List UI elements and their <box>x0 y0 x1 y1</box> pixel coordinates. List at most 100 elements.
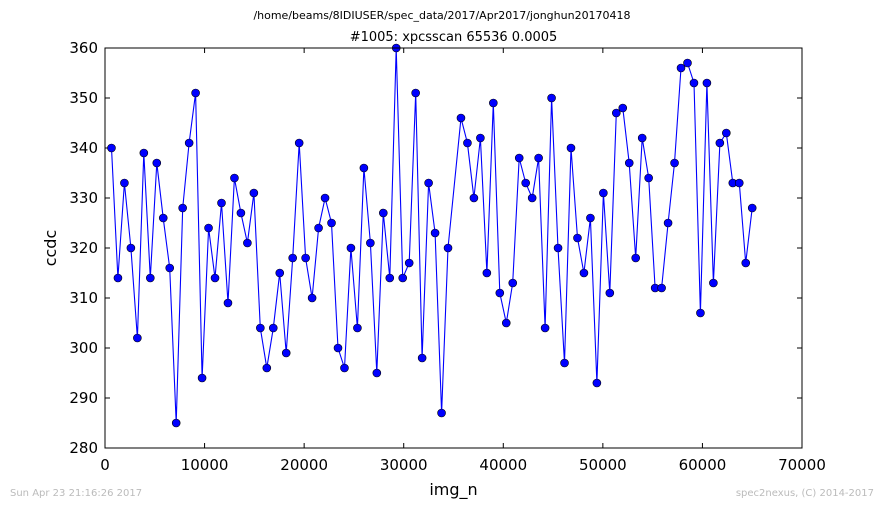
data-point <box>501 318 511 328</box>
x-tick-label: 0 <box>100 456 110 474</box>
data-point <box>197 373 207 383</box>
data-point <box>463 138 472 148</box>
data-point <box>618 103 628 113</box>
data-point <box>217 198 226 208</box>
data-point <box>204 223 213 233</box>
data-point <box>294 138 304 148</box>
data-point <box>398 273 408 283</box>
data-point <box>165 263 175 273</box>
data-point <box>268 323 278 333</box>
data-point <box>560 358 569 368</box>
x-tick-labels: 0 10000 20000 30000 40000 50000 60000 70000 <box>100 456 826 474</box>
data-point <box>702 78 712 88</box>
data-point <box>184 138 194 148</box>
chart-title: #1005: xpcsscan 65536 0.0005 <box>349 30 558 45</box>
data-point <box>579 268 589 278</box>
data-point <box>489 98 498 108</box>
data-point <box>605 288 615 298</box>
data-point <box>301 253 310 263</box>
data-point <box>430 228 440 238</box>
x-tick-label: 10000 <box>181 456 229 474</box>
data-point <box>256 323 265 333</box>
y-tick-labels: 280 290 300 310 320 330 340 350 360 <box>69 39 98 457</box>
data-point <box>424 178 433 188</box>
data-point <box>495 288 505 298</box>
data-point <box>230 173 239 183</box>
data-point <box>275 268 285 278</box>
data-point <box>741 258 751 268</box>
data-point <box>120 178 129 188</box>
x-tick-label: 30000 <box>380 456 428 474</box>
x-tick-label: 60000 <box>679 456 727 474</box>
data-point <box>456 113 466 123</box>
data-point <box>288 253 297 263</box>
data-point <box>404 258 414 268</box>
x-axis-label: img_n <box>429 480 477 500</box>
data-point <box>508 278 518 288</box>
y-tick-label: 360 <box>69 39 98 57</box>
scan-file-path: /home/beams/8IDIUSER/spec_data/2017/Apr2… <box>253 9 631 22</box>
data-point <box>366 238 375 248</box>
plot-frame <box>104 47 803 449</box>
data-point <box>223 298 233 308</box>
data-point <box>191 88 200 98</box>
data-point <box>573 233 582 243</box>
footer-timestamp: Sun Apr 23 21:16:26 2017 <box>10 488 143 499</box>
y-tick-label: 300 <box>69 339 98 357</box>
data-point <box>624 158 634 168</box>
data-point <box>372 368 382 378</box>
x-tick-label: 70000 <box>778 456 826 474</box>
data-point <box>359 163 369 173</box>
data-point <box>379 208 388 218</box>
data-point <box>178 203 187 213</box>
data-point <box>547 93 556 103</box>
data-point <box>657 283 666 293</box>
data-point <box>689 78 699 88</box>
data-point <box>126 243 136 253</box>
data-point <box>715 138 725 148</box>
data-point <box>146 273 155 283</box>
data-point <box>534 153 543 163</box>
data-point <box>696 308 705 318</box>
data-point <box>514 153 524 163</box>
data-point <box>353 323 362 333</box>
data-point <box>133 333 142 343</box>
x-tick-label: 50000 <box>579 456 627 474</box>
data-point <box>236 208 246 218</box>
data-point <box>566 143 576 153</box>
data-point <box>670 158 679 168</box>
data-point <box>417 353 427 363</box>
data-point <box>346 243 356 253</box>
data-point <box>333 343 343 353</box>
data-point <box>683 58 692 68</box>
data-point <box>327 218 336 228</box>
data-point <box>586 213 595 223</box>
data-point <box>637 133 647 143</box>
data-point <box>469 193 479 203</box>
data-point <box>676 63 686 73</box>
data-point <box>527 193 537 203</box>
data-point <box>521 178 530 188</box>
y-tick-label: 340 <box>69 139 98 157</box>
data-point <box>171 418 181 428</box>
data-point <box>307 293 317 303</box>
data-point <box>107 143 116 153</box>
y-tick-label: 320 <box>69 239 98 257</box>
data-point <box>249 188 259 198</box>
y-tick-label: 310 <box>69 289 98 307</box>
footer-credit: spec2nexus, (C) 2014-2017 <box>735 488 874 499</box>
y-tick-label: 290 <box>69 389 98 407</box>
data-point <box>553 243 563 253</box>
data-point <box>734 178 744 188</box>
y-axis-label: ccdc <box>41 230 60 267</box>
data-point <box>320 193 330 203</box>
x-tick-label: 20000 <box>280 456 328 474</box>
data-point <box>631 253 641 263</box>
data-point <box>611 108 621 118</box>
data-point <box>210 273 220 283</box>
data-point <box>747 203 757 213</box>
data-point <box>599 188 608 198</box>
data-point <box>113 273 123 283</box>
data-point <box>158 213 168 223</box>
